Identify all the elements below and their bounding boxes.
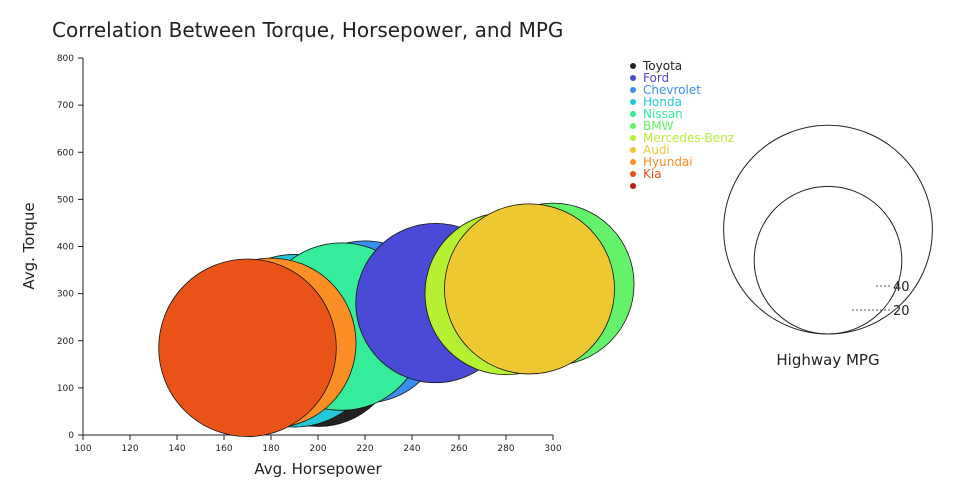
x-tick-label: 260 xyxy=(450,444,467,454)
legend-marker xyxy=(630,75,636,81)
legend-label: Audi xyxy=(643,143,670,157)
y-tick-label: 0 xyxy=(68,431,74,441)
plot-area: 100 120 140 160 180 200 220 240 260 280 300 010020… xyxy=(57,54,635,454)
size-legend-circles: 40 20 xyxy=(723,124,933,335)
size-legend-circle xyxy=(723,124,933,335)
legend-marker xyxy=(630,183,636,189)
legend-marker xyxy=(630,171,636,177)
legend-item[interactable]: Ford xyxy=(630,71,669,85)
legend-label: Nissan xyxy=(643,107,683,121)
x-tick-label: 220 xyxy=(356,444,373,454)
y-tick-label: 100 xyxy=(57,384,74,394)
size-legend: 40 20 Highway MPG xyxy=(723,124,933,369)
y-ticks: 0 100 200 300 400 500 600 700 800 xyxy=(57,54,83,441)
legend-label: Toyota xyxy=(642,59,682,73)
x-tick-label: 180 xyxy=(262,444,279,454)
legend-item[interactable]: Audi xyxy=(630,143,670,157)
x-tick-label: 200 xyxy=(309,444,326,454)
legend-item[interactable]: BMW xyxy=(630,119,674,133)
x-tick-label: 160 xyxy=(215,444,232,454)
legend-item[interactable]: Mercedes-Benz xyxy=(630,131,734,145)
y-axis-label: Avg. Torque xyxy=(20,202,38,289)
chart-title: Correlation Between Torque, Horsepower, … xyxy=(52,18,563,42)
legend-marker xyxy=(630,63,636,69)
y-tick-label: 200 xyxy=(57,337,74,347)
legend-item[interactable]: Chevrolet xyxy=(630,83,701,97)
legend-item[interactable]: Toyota xyxy=(630,59,682,73)
bubbles xyxy=(158,202,635,438)
bubble-kia xyxy=(158,258,337,438)
y-tick-label: 700 xyxy=(57,101,74,111)
legend-label: Honda xyxy=(643,95,682,109)
x-tick-label: 120 xyxy=(121,444,138,454)
legend-marker xyxy=(630,111,636,117)
x-tick-label: 140 xyxy=(168,444,185,454)
legend-marker xyxy=(630,159,636,165)
legend-label: BMW xyxy=(643,119,674,133)
legend-marker xyxy=(630,135,636,141)
legend[interactable]: ToyotaFordChevroletHondaNissanBMWMercede… xyxy=(630,59,734,189)
bubble-audi xyxy=(444,203,615,375)
y-tick-label: 300 xyxy=(57,290,74,300)
legend-item[interactable]: Kia xyxy=(630,167,662,181)
legend-label: Hyundai xyxy=(643,155,693,169)
legend-label: Chevrolet xyxy=(643,83,701,97)
legend-marker xyxy=(630,99,636,105)
x-tick-label: 100 xyxy=(74,444,91,454)
y-tick-label: 800 xyxy=(57,54,74,64)
legend-marker xyxy=(630,147,636,153)
x-axis-label: Avg. Horsepower xyxy=(254,460,382,478)
legend-item[interactable]: Hyundai xyxy=(630,155,693,169)
y-tick-label: 500 xyxy=(57,195,74,205)
legend-item[interactable]: Honda xyxy=(630,95,682,109)
legend-marker xyxy=(630,123,636,129)
y-tick-label: 600 xyxy=(57,148,74,158)
y-tick-label: 400 xyxy=(57,243,74,253)
legend-label: Ford xyxy=(643,71,669,85)
legend-label: Kia xyxy=(643,167,662,181)
legend-label: Mercedes-Benz xyxy=(643,131,734,145)
size-legend-label: 20 xyxy=(893,304,910,319)
legend-item[interactable]: Nissan xyxy=(630,107,683,121)
x-tick-label: 300 xyxy=(544,444,561,454)
size-legend-circle xyxy=(753,185,903,335)
x-ticks: 100 120 140 160 180 200 220 240 260 280 300 xyxy=(74,435,562,454)
x-tick-label: 240 xyxy=(403,444,420,454)
legend-item[interactable] xyxy=(630,183,636,189)
size-legend-label: 40 xyxy=(893,280,910,295)
legend-marker xyxy=(630,87,636,93)
x-tick-label: 280 xyxy=(497,444,514,454)
size-legend-title: Highway MPG xyxy=(776,351,879,369)
